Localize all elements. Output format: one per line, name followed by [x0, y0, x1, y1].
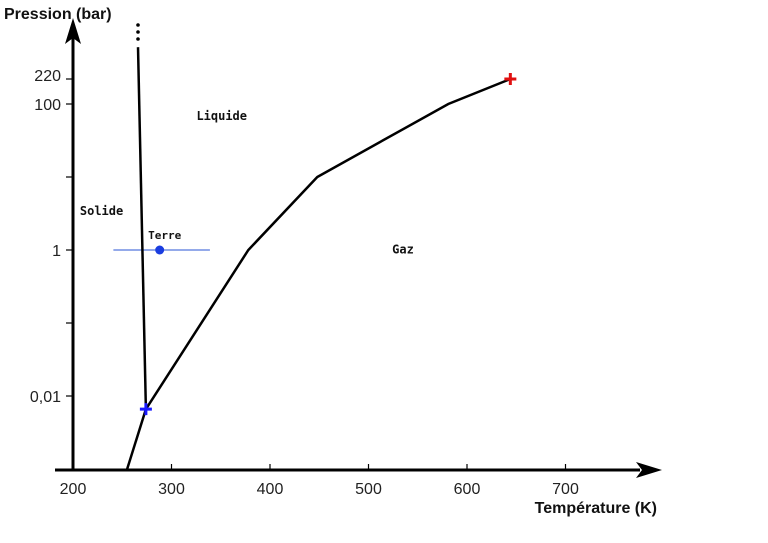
- y-axis-arrow-icon: [65, 18, 81, 44]
- earth-point-marker: [155, 245, 165, 255]
- fusion-curve: [136, 47, 148, 410]
- x-tick-label: 500: [355, 481, 382, 498]
- vaporisation-curve: [144, 77, 511, 410]
- region-label-solide: Solide: [80, 204, 123, 218]
- x-tick-label: 200: [60, 481, 87, 498]
- axes: [55, 18, 662, 478]
- sublimation-curve: [125, 408, 148, 470]
- region-label-liquide: Liquide: [196, 109, 247, 123]
- x-tick-label: 300: [158, 481, 185, 498]
- x-tick-label: 600: [454, 481, 481, 498]
- y-tick-label: 100: [34, 97, 61, 114]
- earth-point-label: Terre: [148, 229, 181, 242]
- region-label-gaz: Gaz: [392, 242, 414, 256]
- critical-point-marker: [504, 73, 517, 86]
- y-tick-label: 1: [52, 243, 61, 260]
- x-axis-label: Température (K): [535, 500, 657, 517]
- triple-point-marker: [139, 403, 152, 416]
- y-tick-label: 220: [34, 68, 61, 85]
- x-axis-arrow-icon: [636, 462, 662, 478]
- x-tick-label: 400: [257, 481, 284, 498]
- fusion-continuation-dots: [136, 23, 140, 41]
- x-tick-label: 700: [552, 481, 579, 498]
- y-tick-label: 0,01: [30, 389, 61, 406]
- y-axis-label: Pression (bar): [4, 6, 112, 23]
